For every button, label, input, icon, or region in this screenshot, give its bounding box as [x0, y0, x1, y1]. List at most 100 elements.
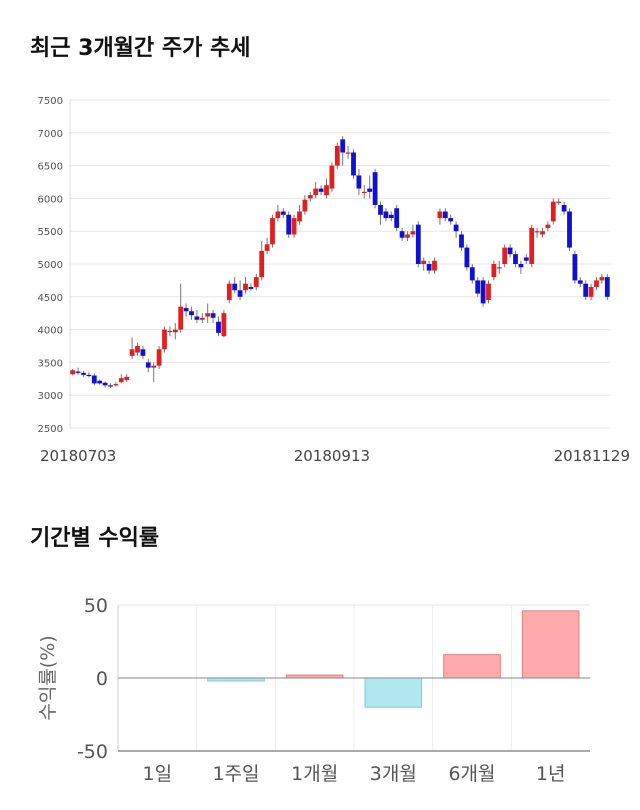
y-tick-label: 5500	[38, 227, 63, 238]
candle-body	[394, 208, 400, 228]
candle-body	[491, 264, 497, 278]
candle-body	[583, 283, 589, 297]
candle-body	[594, 280, 599, 287]
candle-body	[232, 283, 238, 291]
candle-body	[270, 218, 275, 245]
candle-body	[275, 211, 281, 219]
candle-body	[102, 382, 108, 386]
candle-body	[216, 321, 221, 333]
price-trend-title: 최근 3개월간 주가 추세	[30, 36, 251, 61]
candle-body	[140, 349, 146, 356]
candle-body	[151, 365, 157, 368]
candle-body	[199, 317, 205, 320]
y-tick-label: 4000	[38, 326, 63, 337]
candle-body	[378, 204, 383, 215]
candle-body	[588, 286, 594, 297]
y-tick-label: 0	[96, 668, 108, 690]
candle-body	[264, 244, 270, 251]
candle-body	[291, 218, 297, 235]
candle-body	[604, 277, 610, 297]
candle-body	[496, 267, 502, 269]
candle-body	[356, 175, 362, 189]
candle-body	[432, 260, 437, 271]
candlestick-chart: 2500 3000 3500 4000 4500 5000 5500 6000 6500 7000…	[38, 96, 630, 465]
candle-body	[567, 211, 572, 248]
candle-body	[189, 311, 194, 316]
candle-body	[248, 286, 254, 289]
candle-body	[367, 188, 373, 192]
candle-body	[259, 250, 265, 278]
candle-body	[81, 372, 86, 375]
candle-body	[86, 374, 92, 377]
candle-body	[302, 199, 308, 212]
x-tick-label: 6개월	[448, 763, 495, 785]
candle-body	[324, 185, 329, 196]
candle-body	[351, 152, 356, 176]
candle-body	[286, 214, 292, 235]
candle-body	[502, 247, 508, 264]
candle-body	[361, 191, 367, 194]
candle-body	[167, 330, 173, 333]
candle-body	[253, 277, 259, 287]
candle-body	[399, 231, 405, 238]
candle-body	[550, 201, 556, 222]
candle-body	[183, 307, 189, 312]
candle-body	[405, 234, 410, 238]
candle-body	[226, 283, 232, 301]
candle-body	[75, 371, 81, 373]
candle-body	[486, 283, 491, 301]
candle-body	[475, 280, 481, 294]
candle-body	[97, 380, 103, 384]
candle-body	[334, 145, 340, 166]
candle-body	[523, 257, 529, 261]
candle-body	[91, 375, 97, 384]
candle-body	[297, 211, 302, 222]
candle-body	[318, 188, 324, 192]
candle-body	[534, 231, 540, 233]
candle-body	[561, 204, 567, 212]
y-tick-label: 2500	[38, 424, 63, 435]
candle-body	[156, 349, 162, 366]
candle-body	[545, 224, 551, 228]
x-tick-label: 1개월	[291, 763, 338, 785]
candle-body	[572, 254, 578, 281]
candle-body	[437, 211, 443, 219]
candle-body	[113, 384, 119, 386]
candle-body	[459, 234, 464, 248]
x-tick-label: 1주일	[212, 763, 259, 785]
y-tick-label: 6000	[38, 194, 63, 205]
candle-body	[383, 211, 389, 219]
y-tick-label: 50	[84, 595, 108, 617]
return-bar	[521, 610, 580, 679]
candle-body	[205, 313, 211, 317]
y-tick-label: 7000	[38, 129, 63, 140]
y-tick-label: 4500	[38, 293, 63, 304]
x-tick-label: 1일	[143, 763, 173, 785]
x-tick-label: 3개월	[370, 763, 417, 785]
candle-body	[469, 267, 475, 281]
x-tick-label: 20180913	[294, 447, 370, 465]
candle-body	[540, 231, 545, 235]
candle-body	[599, 277, 605, 281]
candle-body	[372, 172, 378, 205]
candle-body	[480, 280, 486, 304]
candle-body	[426, 264, 432, 271]
return-bar	[443, 654, 501, 679]
candle-body	[307, 195, 313, 199]
y-tick-label: 7500	[38, 96, 63, 107]
candle-body	[135, 346, 140, 353]
candle-body	[464, 247, 470, 268]
candle-body	[518, 264, 524, 268]
candle-body	[178, 306, 184, 330]
candle-body	[243, 283, 248, 291]
candle-body	[329, 165, 335, 189]
candle-body	[237, 290, 243, 297]
candle-body	[421, 260, 427, 264]
candle-body	[388, 214, 394, 219]
candle-body	[556, 201, 562, 203]
x-tick-label: 20180703	[40, 447, 116, 465]
candle-body	[145, 362, 151, 368]
candle-body	[129, 349, 135, 356]
return-bar-chart: -50 0 50 1일 1주일 1개월 3개월 6개월 1년 수익률(%)	[37, 595, 590, 785]
x-tick-label: 1년	[536, 763, 566, 785]
